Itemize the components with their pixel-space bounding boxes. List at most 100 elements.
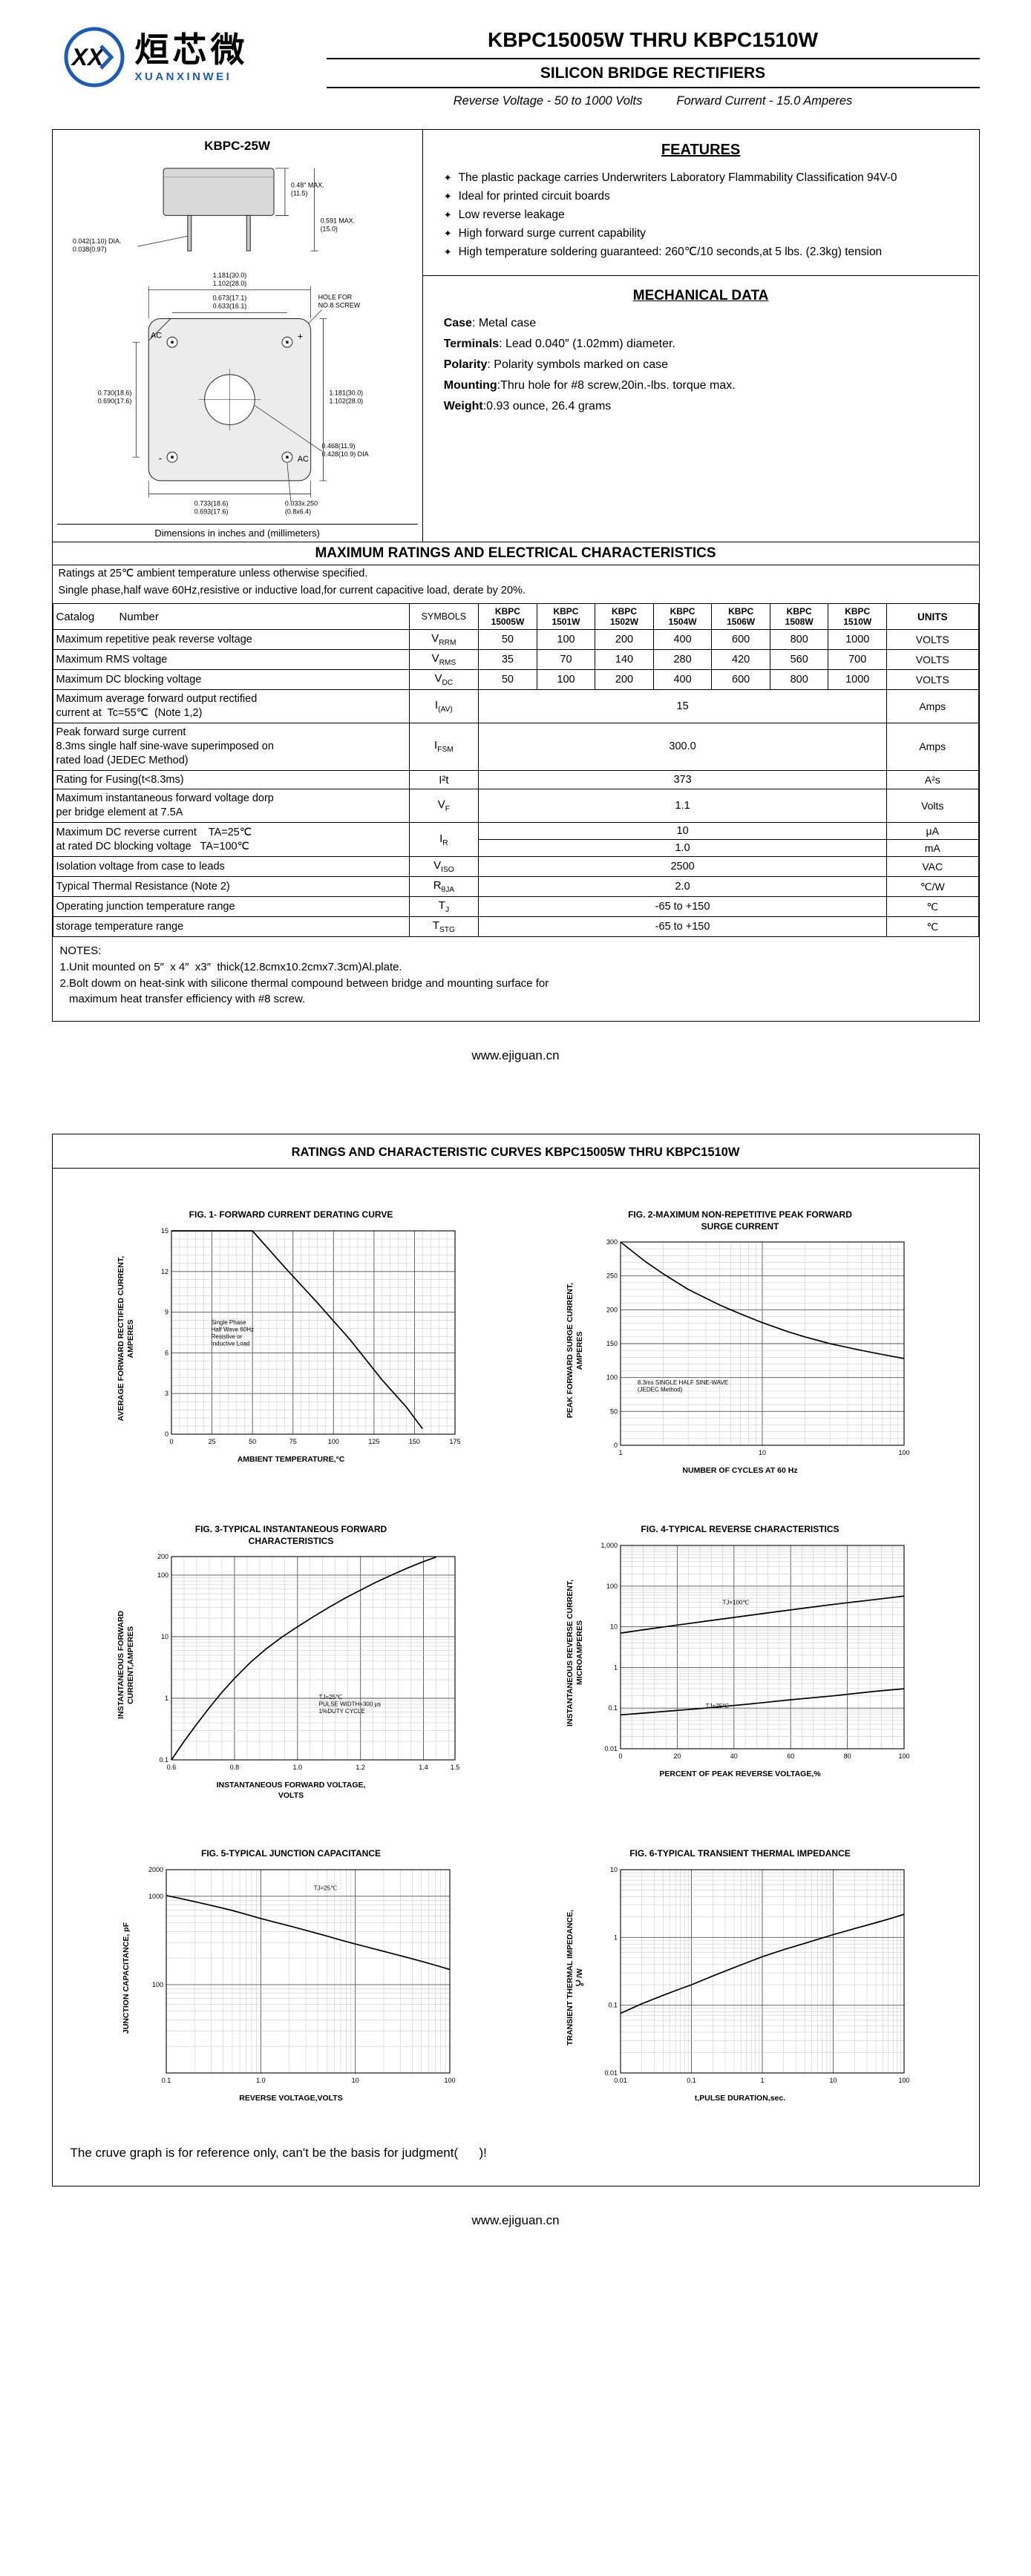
svg-text:0.6: 0.6 <box>166 1764 176 1771</box>
package-name: KBPC-25W <box>204 139 270 153</box>
feature-text: Ideal for printed circuit boards <box>458 189 610 203</box>
svg-text:TJ=25℃: TJ=25℃ <box>705 1703 728 1709</box>
parameter-cell: Isolation voltage from case to leads <box>52 856 410 878</box>
units-cell: Amps <box>886 689 979 724</box>
chart-canvas: 0 20 40 60 80 100 0.01 0.1 1 10 100 1,000 TJ=100℃ TJ=… <box>600 1542 909 1760</box>
figure: FIG. 1- FORWARD CURRENT DERATING CURVE AV… <box>117 1209 465 1476</box>
svg-text:100: 100 <box>898 1752 909 1760</box>
svg-text:1: 1 <box>614 1933 618 1941</box>
part-range-title: KBPC15005W THRU KBPC1510W <box>326 28 980 59</box>
svg-text:0.01: 0.01 <box>604 2069 618 2077</box>
feature-text: The plastic package carries Underwriters… <box>458 171 897 184</box>
parameter-cell: Peak forward surge current 8.3ms single … <box>52 723 410 771</box>
table-row: Maximum RMS voltage VRMS 35 70 140 280 420 560 7… <box>52 649 979 671</box>
symbol-subscript: STG <box>439 926 455 935</box>
symbol-base: R <box>433 879 442 893</box>
dim-label: 0.48″ MAX. <box>291 182 324 189</box>
curves-title: RATINGS AND CHARACTERISTIC CURVES KBPC15… <box>52 1134 979 1169</box>
feature-bullet-icon: ✦ <box>443 227 452 239</box>
value-cell: 1000 <box>828 629 887 651</box>
svg-text:9: 9 <box>165 1308 168 1315</box>
notes-items: 1.Unit mounted on 5″ x 4″ x3″ thick(12.8… <box>60 959 972 1008</box>
data-curve <box>620 1687 904 1715</box>
svg-text:(JEDEC Method): (JEDEC Method) <box>638 1387 683 1393</box>
svg-text:1: 1 <box>165 1695 168 1702</box>
svg-text:10: 10 <box>352 2077 359 2084</box>
value-cell: 373 <box>478 769 887 790</box>
dim-label: (11.5) <box>291 190 308 197</box>
symbol-cell: IR <box>408 822 480 858</box>
device-column-header: KBPC 1502W <box>595 602 654 631</box>
svg-text:PULSE WIDTH=300 μs: PULSE WIDTH=300 μs <box>318 1701 381 1707</box>
svg-text:0.1: 0.1 <box>608 2002 618 2009</box>
symbol-base: V <box>434 672 442 686</box>
svg-text:0: 0 <box>169 1438 173 1445</box>
feature-item: ✦ Ideal for printed circuit boards <box>444 189 958 205</box>
symbol-base: I <box>439 832 443 845</box>
terminal-label: AC <box>298 455 309 464</box>
table-header-row: Catalog Number SYMBOLS KBPC 15005W KBPC 150… <box>52 602 979 631</box>
value-cell: 200 <box>595 629 654 651</box>
curves-disclaimer: The cruve graph is for reference only, c… <box>70 2145 487 2160</box>
device-column-header: KBPC 1506W <box>711 602 770 631</box>
value-cell: 800 <box>769 669 829 691</box>
units-cell: VAC <box>886 856 979 878</box>
svg-text:200: 200 <box>606 1307 618 1314</box>
table-row: Typical Thermal Resistance (Note 2) RθJA 2… <box>52 876 979 898</box>
dim-label: 0.730(18.6) <box>98 390 132 397</box>
svg-text:80: 80 <box>843 1752 851 1760</box>
parameter-cell: Maximum repetitive peak reverse voltage <box>52 629 410 651</box>
figure-body: INSTANTANEOUS REVERSE CURRENT, MICROAMPE… <box>566 1540 914 1767</box>
device-column-header: KBPC 1510W <box>828 602 887 631</box>
symbol-base: T <box>432 919 439 933</box>
figure-plot: 0 20 40 60 80 100 0.01 0.1 1 10 100 1,000 TJ=100℃ TJ=… <box>588 1540 914 1767</box>
svg-text:TJ=25℃: TJ=25℃ <box>314 1885 337 1891</box>
parameter-cell: Typical Thermal Resistance (Note 2) <box>52 876 410 898</box>
dim-label: 0.690(17.6) <box>98 398 132 405</box>
package-drawing: 0.48″ MAX. (11.5) 0.591 MAX. (15.0) 0.04… <box>73 168 369 516</box>
symbol-cell: VISO <box>408 856 480 878</box>
symbol-cell: IFSM <box>408 723 480 771</box>
note-item: 1.Unit mounted on 5″ x 4″ x3″ thick(12.8… <box>59 960 402 973</box>
parameter-cell: storage temperature range <box>52 916 410 938</box>
svg-text:100: 100 <box>327 1438 338 1445</box>
value-cell: 50 <box>478 669 537 691</box>
parameter-cell: Maximum average forward output rectified… <box>52 689 410 724</box>
table-row: Maximum repetitive peak reverse voltage V… <box>52 629 979 651</box>
svg-text:0.01: 0.01 <box>604 1745 618 1752</box>
svg-text:1.5: 1.5 <box>450 1764 459 1771</box>
svg-text:100: 100 <box>606 1582 618 1589</box>
svg-text:25: 25 <box>208 1438 215 1445</box>
value-cell: 560 <box>769 649 829 671</box>
symbol-cell: I²t <box>408 769 480 790</box>
svg-text:3: 3 <box>165 1390 168 1397</box>
svg-text:0.8: 0.8 <box>229 1764 239 1771</box>
info-column: FEATURES ✦ The plastic package carries Un… <box>422 130 979 542</box>
value-cell: 200 <box>595 669 654 691</box>
mechanical-text: : Polarity symbols marked on case <box>487 358 669 371</box>
figure-plot: 1 10 100 0 50 100 150 200 250 300 8.3ms SINGLE HAL… <box>588 1236 914 1464</box>
feature-bullet-icon: ✦ <box>443 190 452 202</box>
feature-bullet-icon: ✦ <box>443 172 452 183</box>
figure-y-axis-label: AVERAGE FORWARD RECTIFIED CURRENT, AMPER… <box>117 1256 136 1422</box>
symbol-cell: TSTG <box>408 916 480 938</box>
symbol-base: V <box>431 632 439 645</box>
mechanical-title: MECHANICAL DATA <box>632 287 769 303</box>
units-cell: A²s <box>886 769 979 790</box>
dim-label: HOLE FOR <box>318 294 353 301</box>
brand-name-latin: XUANXINWEI <box>134 70 232 83</box>
parameter-cell: Operating junction temperature range <box>52 896 410 918</box>
table-row: Maximum instantaneous forward voltage do… <box>52 789 979 824</box>
value-cell: 420 <box>711 649 770 671</box>
svg-text:0.1: 0.1 <box>687 2077 696 2084</box>
symbol-cell: I(AV) <box>408 689 480 724</box>
notes-title: NOTES: <box>59 944 102 958</box>
svg-text:125: 125 <box>368 1438 379 1445</box>
symbol-base: V <box>437 798 445 812</box>
svg-text:50: 50 <box>249 1438 256 1445</box>
table-row: Peak forward surge current 8.3ms single … <box>52 723 979 771</box>
ratings-condition-2: Single phase,half wave 60Hz,resistive or… <box>58 585 526 597</box>
svg-text:100: 100 <box>898 1449 909 1456</box>
charts-grid: FIG. 1- FORWARD CURRENT DERATING CURVE AV… <box>53 1169 979 2112</box>
feature-bullet-icon: ✦ <box>443 246 452 257</box>
